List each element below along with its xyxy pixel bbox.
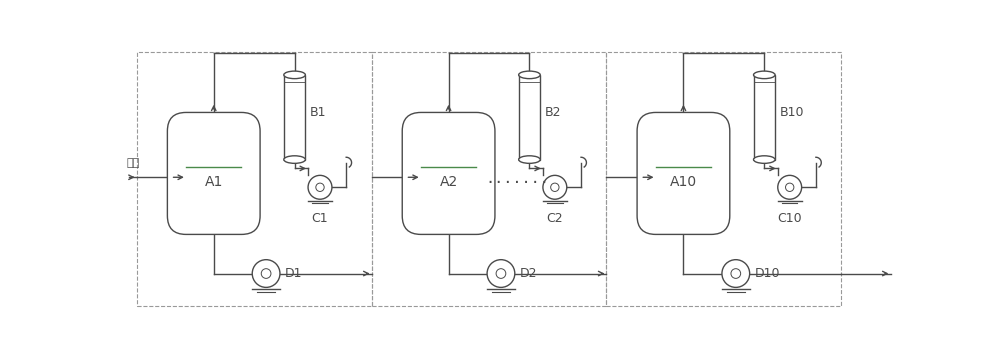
Text: C1: C1: [312, 212, 328, 224]
Ellipse shape: [519, 71, 540, 79]
Circle shape: [487, 260, 515, 287]
Circle shape: [308, 175, 332, 199]
Circle shape: [252, 260, 280, 287]
Bar: [137, 52, 372, 306]
Text: D10: D10: [754, 267, 780, 280]
Circle shape: [722, 260, 750, 287]
Text: A1: A1: [205, 175, 223, 189]
Text: B1: B1: [310, 106, 326, 119]
Ellipse shape: [754, 156, 775, 163]
Text: B2: B2: [545, 106, 561, 119]
FancyBboxPatch shape: [402, 112, 495, 235]
FancyBboxPatch shape: [167, 112, 260, 235]
Text: B10: B10: [780, 106, 804, 119]
Text: D1: D1: [285, 267, 302, 280]
Ellipse shape: [284, 71, 305, 79]
Text: 母液: 母液: [126, 158, 140, 168]
Ellipse shape: [754, 71, 775, 79]
Circle shape: [551, 183, 559, 191]
Circle shape: [496, 269, 506, 278]
Bar: [519, 75, 540, 160]
Circle shape: [261, 269, 271, 278]
Text: .......: .......: [485, 171, 549, 186]
Circle shape: [778, 175, 802, 199]
Circle shape: [786, 183, 794, 191]
Text: C10: C10: [777, 212, 802, 224]
Bar: [372, 52, 606, 306]
Text: A10: A10: [670, 175, 697, 189]
Bar: [754, 75, 775, 160]
Bar: [606, 52, 841, 306]
FancyBboxPatch shape: [637, 112, 730, 235]
Circle shape: [543, 175, 567, 199]
Text: C2: C2: [547, 212, 563, 224]
Bar: [284, 75, 305, 160]
Text: D2: D2: [519, 267, 537, 280]
Ellipse shape: [284, 156, 305, 163]
Text: A2: A2: [439, 175, 458, 189]
Ellipse shape: [519, 156, 540, 163]
Circle shape: [731, 269, 741, 278]
Circle shape: [316, 183, 324, 191]
